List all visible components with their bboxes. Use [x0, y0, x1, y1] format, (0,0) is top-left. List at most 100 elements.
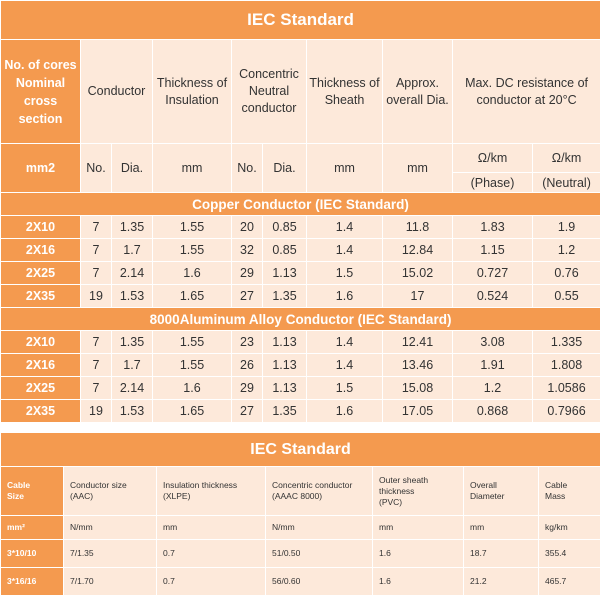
table-cell: 1.6: [372, 539, 464, 568]
column-header: Overall Diameter: [463, 466, 539, 516]
table-cell: 1.4: [306, 215, 383, 239]
table-cell: 1.6: [372, 567, 464, 596]
unit-sheath: mm: [306, 143, 383, 193]
table-cell: 1.53: [111, 399, 153, 423]
table-cell: 3.08: [452, 330, 533, 354]
table-cell: 17.05: [382, 399, 453, 423]
column-header: Cable Mass: [537, 466, 600, 516]
table-cell: 1.13: [262, 353, 307, 377]
table-cell: 7: [80, 376, 112, 400]
table-cell: 1.83: [452, 215, 533, 239]
iec-standard-table-2: IEC Standard Cable Size Conductor size (AAC…: [0, 432, 600, 596]
table-row: 2X10 7 1.35 1.55 23 1.13 1.4 12.41 3.08 1.335: [0, 330, 600, 354]
table-cell: 0.727: [452, 261, 533, 285]
table-cell: 1.13: [262, 330, 307, 354]
header-insulation: Thickness of Insulation: [152, 39, 232, 144]
table-row: mm² N/mm mm N/mm mm mm kg/km: [0, 515, 600, 540]
table-cell: 1.4: [306, 353, 383, 377]
table-cell: 19: [80, 284, 112, 308]
row-size-cell: 3*10/10: [0, 539, 64, 568]
table-2-body: mm² N/mm mm N/mm mm mm kg/km 3*10/10 7/1.35 0.7 51…: [0, 515, 600, 596]
table-cell: 1.13: [262, 261, 307, 285]
table-cell: 2.14: [111, 376, 153, 400]
table-cell: 1.15: [452, 238, 533, 262]
table-row: 2X10 7 1.35 1.55 20 0.85 1.4 11.8 1.83 1.9: [0, 215, 600, 239]
table-cell: mm: [156, 515, 266, 540]
table-row: 2X35 19 1.53 1.65 27 1.35 1.6 17 0.524 0.55: [0, 284, 600, 308]
table-cell: 1.6: [152, 376, 232, 400]
table-cell: 1.55: [152, 238, 232, 262]
table-cell: 1.35: [111, 215, 153, 239]
table-cell: 1.5: [306, 261, 383, 285]
table-cell: 1.35: [262, 399, 307, 423]
section-title: 8000Aluminum Alloy Conductor (IEC Standa…: [0, 307, 600, 331]
table-cell: 15.02: [382, 261, 453, 285]
table-row: 2X16 7 1.7 1.55 26 1.13 1.4 13.46 1.91 1.808: [0, 353, 600, 377]
unit-neu-no: No.: [231, 143, 263, 193]
unit-neutral-label: (Neutral): [531, 172, 600, 193]
table-cell: 1.6: [152, 261, 232, 285]
table-cell: 1.2: [452, 376, 533, 400]
table-cell: 27: [231, 284, 263, 308]
row-size-cell: 2X16: [0, 238, 81, 262]
row-size-cell: 2X10: [0, 330, 81, 354]
table-cell: 0.868: [452, 399, 533, 423]
table-cell: 51/0.50: [265, 539, 373, 568]
row-size-cell: 2X25: [0, 376, 81, 400]
table-cell: 7: [80, 330, 112, 354]
table-title: IEC Standard: [0, 0, 600, 40]
unit-size: mm2: [0, 143, 81, 193]
table-cell: 2.14: [111, 261, 153, 285]
row-size-cell: 2X35: [0, 399, 81, 423]
table-cell: 23: [231, 330, 263, 354]
header-conductor: Conductor: [80, 39, 153, 144]
table-row: 2X25 7 2.14 1.6 29 1.13 1.5 15.02 0.727 0.76: [0, 261, 600, 285]
header-cores: No. of cores Nominal cross section: [0, 39, 81, 144]
column-header: Cable Size: [0, 466, 64, 516]
row-size-cell: 2X16: [0, 353, 81, 377]
row-size-cell: 2X35: [0, 284, 81, 308]
table-cell: 1.65: [152, 399, 232, 423]
row-size-cell: 2X25: [0, 261, 81, 285]
table-cell: 7: [80, 353, 112, 377]
table-row: 3*16/16 7/1.70 0.7 56/0.60 1.6 21.2 465.7: [0, 567, 600, 596]
table-cell: 18.7: [463, 539, 539, 568]
table-cell: 0.7966: [531, 399, 600, 423]
table-cell: 465.7: [537, 567, 600, 596]
row-size-cell: 3*16/16: [0, 567, 64, 596]
row-size-cell: mm²: [0, 515, 64, 540]
table-cell: kg/km: [537, 515, 600, 540]
table-cell: 7: [80, 215, 112, 239]
table-cell: 1.4: [306, 330, 383, 354]
table-cell: 7: [80, 238, 112, 262]
header-resistance: Max. DC resistance of conductor at 20°C: [451, 39, 600, 144]
table-cell: 29: [231, 261, 263, 285]
header-overall: Approx. overall Dia.: [382, 39, 453, 144]
table-cell: 1.6: [306, 284, 383, 308]
table-cell: 7: [80, 261, 112, 285]
table-cell: 1.55: [152, 215, 232, 239]
table-body: Copper Conductor (IEC Standard) 2X10 7 1.35…: [0, 192, 600, 423]
table-cell: 1.5: [306, 376, 383, 400]
table-cell: 32: [231, 238, 263, 262]
table-row: 2X16 7 1.7 1.55 32 0.85 1.4 12.84 1.15 1.2: [0, 238, 600, 262]
unit-neu-dia: Dia.: [262, 143, 307, 193]
table-cell: N/mm: [265, 515, 373, 540]
unit-insulation: mm: [152, 143, 232, 193]
unit-cond-dia: Dia.: [111, 143, 153, 193]
unit-overall: mm: [382, 143, 453, 193]
table-cell: 1.7: [111, 353, 153, 377]
table-cell: 0.7: [156, 567, 266, 596]
column-header: Conductor size (AAC): [63, 466, 157, 516]
table-cell: 56/0.60: [265, 567, 373, 596]
table-cell: 1.7: [111, 238, 153, 262]
table-cell: 0.7: [156, 539, 266, 568]
table-cell: 1.13: [262, 376, 307, 400]
table-row: 2X25 7 2.14 1.6 29 1.13 1.5 15.08 1.2 1.0586: [0, 376, 600, 400]
table-cell: 0.85: [262, 215, 307, 239]
section-header: Copper Conductor (IEC Standard): [0, 192, 600, 216]
table-cell: 15.08: [382, 376, 453, 400]
header-neutral: Concentric Neutral conductor: [231, 39, 307, 144]
table-2-title: IEC Standard: [0, 432, 600, 467]
unit-phase-label: (Phase): [452, 172, 533, 193]
